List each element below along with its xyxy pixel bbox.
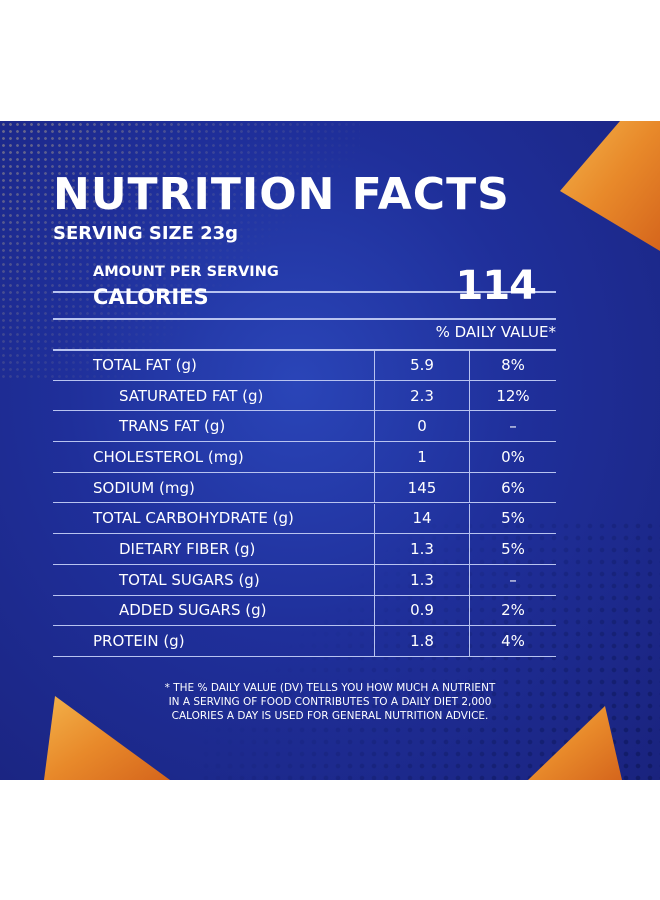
nutrient-name: ADDED SUGARS (g) [119, 601, 267, 620]
footnote-line: CALORIES A DAY IS USED FOR GENERAL NUTRI… [171, 710, 489, 722]
table-row: TOTAL SUGARS (g) 1.3– [53, 564, 556, 596]
nutrient-name: TOTAL CARBOHYDRATE (g) [93, 509, 294, 528]
nutrient-name: SODIUM (mg) [93, 478, 195, 497]
table-row: DIETARY FIBER (g) 1.3 5% [53, 534, 556, 565]
nutrient-name: TRANS FAT (g) [119, 417, 226, 436]
nutrient-name: PROTEIN (g) [93, 632, 185, 651]
nutrient-amount: 1.3 [374, 534, 469, 564]
table-row: TRANS FAT (g) 0– [53, 411, 556, 443]
nutrient-daily-value: – [469, 411, 556, 442]
table-row: SODIUM (mg) 145 6% [53, 472, 556, 504]
nutrient-name: DIETARY FIBER (g) [119, 540, 256, 559]
nutrient-name: TOTAL SUGARS (g) [119, 570, 260, 589]
table-row: TOTAL CARBOHYDRATE (g) 14 5% [53, 503, 556, 535]
calories-value: 114 [455, 263, 537, 309]
nutrient-amount: 2.3 [374, 380, 469, 411]
table-row: ADDED SUGARS (g) 0.9 2% [53, 595, 556, 627]
halftone-decoration [0, 121, 360, 381]
nutrient-amount: 14 [374, 503, 469, 534]
chip-top-right [560, 121, 660, 251]
nutrient-daily-value: 4% [469, 626, 556, 656]
chip-bottom-left [44, 696, 170, 780]
nutrient-daily-value: 8% [469, 350, 556, 380]
footnote-line: * THE % DAILY VALUE (DV) TELLS YOU HOW M… [164, 682, 496, 694]
nutrient-amount: 1.3 [374, 564, 469, 595]
nutrient-name: TOTAL FAT (g) [93, 355, 197, 374]
nutrient-amount: 0 [374, 411, 469, 442]
footnote: * THE % DAILY VALUE (DV) TELLS YOU HOW M… [130, 681, 530, 723]
table-row: SATURATED FAT (g) 2.3 12% [53, 380, 556, 412]
amount-per-serving-label: AMOUNT PER SERVING [93, 264, 279, 280]
nutrient-daily-value: 12% [469, 380, 556, 411]
nutrient-daily-value: 0% [469, 442, 556, 472]
nutrient-daily-value: 5% [469, 503, 556, 534]
nutrient-daily-value: 6% [469, 472, 556, 503]
chip-bottom-right [528, 706, 622, 780]
tortilla-chips-decoration [44, 121, 660, 780]
nutrition-panel: NUTRITION FACTS SERVING SIZE 23g AMOUNT … [0, 121, 660, 780]
daily-value-header: % DAILY VALUE* [435, 323, 556, 341]
calories-label: CALORIES [93, 285, 209, 309]
nutrient-name: SATURATED FAT (g) [119, 386, 264, 405]
nutrient-name: CHOLESTEROL (mg) [93, 447, 244, 466]
nutrient-daily-value: 5% [469, 534, 556, 564]
page-title: NUTRITION FACTS [53, 169, 510, 220]
nutrient-amount: 1 [374, 442, 469, 472]
nutrient-daily-value: – [469, 564, 556, 595]
footnote-line: IN A SERVING OF FOOD CONTRIBUTES TO A DA… [168, 696, 492, 708]
nutrient-amount: 1.8 [374, 626, 469, 656]
nutrient-amount: 145 [374, 472, 469, 503]
divider [53, 349, 556, 351]
divider [53, 291, 556, 293]
nutrient-daily-value: 2% [469, 595, 556, 626]
nutrient-amount: 0.9 [374, 595, 469, 626]
nutrient-amount: 5.9 [374, 350, 469, 380]
table-row: TOTAL FAT (g) 5.9 8% [53, 350, 556, 381]
serving-size: SERVING SIZE 23g [53, 223, 239, 244]
table-row: PROTEIN (g) 1.8 4% [53, 626, 556, 657]
table-row: CHOLESTEROL (mg) 1 0% [53, 442, 556, 473]
divider [53, 318, 556, 320]
